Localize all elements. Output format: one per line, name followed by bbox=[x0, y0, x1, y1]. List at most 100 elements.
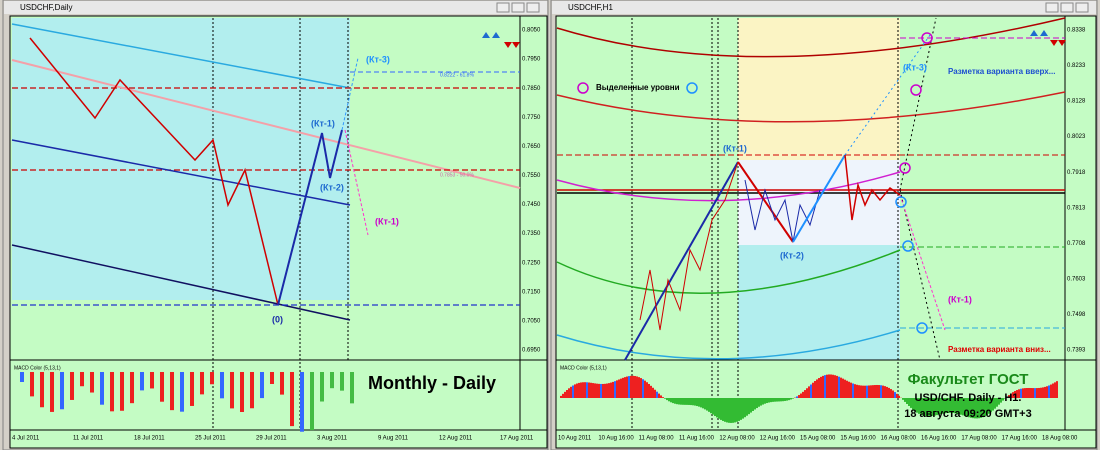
price-label: 0.7250 bbox=[522, 260, 541, 266]
hist-bar bbox=[280, 372, 284, 395]
signal-icons bbox=[482, 32, 520, 48]
hist-bar bbox=[906, 398, 908, 404]
hist-bar bbox=[1038, 387, 1040, 398]
hist-bar bbox=[858, 385, 860, 398]
price-label: 0.7708 bbox=[1067, 241, 1086, 247]
price-label: 0.7650 bbox=[522, 144, 541, 150]
hist-bar bbox=[1034, 388, 1036, 398]
hist-bar bbox=[1046, 386, 1048, 398]
hist-bar bbox=[604, 383, 606, 398]
hist-bar bbox=[718, 398, 720, 419]
hist-bar bbox=[180, 372, 184, 412]
minimize-button[interactable] bbox=[496, 2, 510, 13]
hist-bar bbox=[902, 398, 904, 400]
price-label: 0.8128 bbox=[1067, 99, 1086, 105]
right-window: USDCHF,H1 Выделенные уровни (Кт-1) (Кт-2… bbox=[550, 0, 1098, 450]
hist-bar bbox=[260, 372, 264, 399]
hist-bar bbox=[710, 398, 712, 414]
hist-bar bbox=[612, 381, 614, 398]
hist-bar bbox=[646, 382, 648, 398]
hist-bar bbox=[626, 376, 628, 398]
hist-bar bbox=[964, 398, 966, 417]
hist-bar bbox=[820, 376, 822, 398]
date-label: 11 Jul 2011 bbox=[73, 436, 104, 442]
indicator-name: MACD Color (5,13,1) bbox=[14, 365, 61, 371]
close-button[interactable] bbox=[526, 2, 540, 13]
polygon bbox=[482, 32, 490, 38]
hist-bar bbox=[976, 398, 978, 419]
date-label: 29 Jul 2011 bbox=[256, 436, 287, 442]
hist-bar bbox=[980, 398, 982, 418]
hist-bar bbox=[966, 398, 968, 417]
maximize-button[interactable] bbox=[511, 2, 525, 13]
zigzag bbox=[844, 154, 901, 221]
date-label: 18 Jul 2011 bbox=[134, 436, 165, 442]
maximize-button[interactable] bbox=[1060, 2, 1074, 13]
hist-bar bbox=[1014, 391, 1016, 398]
projection bbox=[899, 17, 937, 191]
fib-label: 0.8222 - 61.8% bbox=[440, 72, 474, 78]
hist-bar bbox=[1056, 381, 1058, 398]
hist-bar bbox=[568, 388, 570, 398]
hist-bar bbox=[1000, 398, 1002, 403]
hist-bar bbox=[990, 398, 992, 413]
histogram bbox=[20, 372, 354, 432]
zigzag bbox=[737, 161, 794, 243]
hist-bar bbox=[888, 387, 890, 398]
hist-bar bbox=[920, 398, 922, 415]
hist-bar bbox=[120, 372, 124, 411]
price-label: 0.6950 bbox=[522, 348, 541, 354]
hist-bar bbox=[720, 398, 722, 420]
hist-bar bbox=[802, 391, 804, 398]
hist-bar bbox=[1040, 387, 1042, 398]
hist-bar bbox=[912, 398, 914, 410]
price-label: 0.7350 bbox=[522, 231, 541, 237]
hist-bar bbox=[592, 383, 594, 398]
hist-bar bbox=[974, 398, 976, 419]
projection bbox=[341, 57, 359, 131]
hist-bar bbox=[930, 398, 932, 417]
hist-bar bbox=[660, 395, 662, 398]
hist-bar bbox=[908, 398, 910, 407]
hist-bar bbox=[950, 398, 952, 413]
hist-bar bbox=[754, 398, 756, 410]
hist-bar bbox=[926, 398, 928, 417]
minimize-button[interactable] bbox=[1045, 2, 1059, 13]
hist-bar bbox=[830, 374, 832, 398]
hist-bar bbox=[670, 398, 672, 403]
hist-bar bbox=[968, 398, 970, 418]
price-label: 0.8233 bbox=[1067, 63, 1086, 69]
hist-bar bbox=[640, 378, 642, 398]
hist-bar bbox=[636, 376, 638, 398]
hist-bar bbox=[838, 376, 840, 398]
hist-bar bbox=[756, 398, 758, 409]
note: Разметка варианта вниз... bbox=[948, 345, 1051, 354]
hist-bar bbox=[872, 385, 874, 398]
hist-bar bbox=[1012, 392, 1014, 398]
hist-bar bbox=[340, 372, 344, 391]
hist-bar bbox=[814, 381, 816, 398]
left-window: USDCHF,Daily 0.8222 - 61.8% 0.7853 - 50.… bbox=[2, 0, 549, 450]
date-label: 11 Aug 08:00 bbox=[639, 436, 675, 442]
hist-bar bbox=[804, 390, 806, 398]
hist-bar bbox=[562, 393, 564, 398]
hist-bar bbox=[614, 381, 616, 398]
hist-bar bbox=[662, 397, 664, 398]
hist-bar bbox=[848, 381, 850, 398]
hist-bar bbox=[772, 398, 774, 402]
close-button[interactable] bbox=[1075, 2, 1089, 13]
zone bbox=[738, 18, 900, 160]
hist-bar bbox=[956, 398, 958, 414]
hist-bar bbox=[30, 372, 34, 397]
hist-bar bbox=[762, 398, 764, 405]
hist-bar bbox=[140, 372, 144, 391]
hist-bar bbox=[622, 377, 624, 398]
hist-bar bbox=[678, 398, 680, 405]
hist-bar bbox=[816, 379, 818, 398]
markers bbox=[577, 32, 933, 334]
hist-bar bbox=[696, 398, 698, 407]
hist-bar bbox=[656, 391, 658, 398]
hist-bar bbox=[744, 398, 746, 418]
histogram bbox=[560, 374, 1058, 423]
